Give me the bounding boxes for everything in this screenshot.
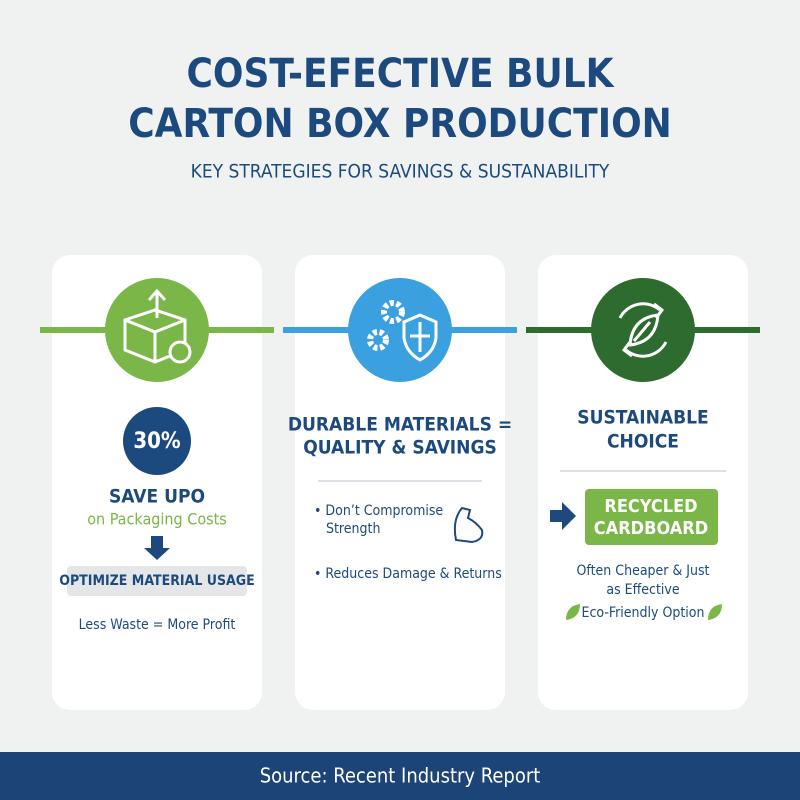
gear-shield-icon: [367, 300, 438, 362]
bullet: • Don’t Compromise: [314, 503, 443, 519]
title-line: COST-EFECTIVE BULK: [186, 51, 614, 97]
badge-text: 30%: [133, 429, 181, 454]
pill-text: OPTIMIZE MATERIAL USAGE: [59, 573, 254, 589]
subtitle: KEY STRATEGIES FOR SAVINGS & SUSTANABILI…: [191, 161, 610, 183]
card-bg: [538, 255, 748, 710]
card-heading: SAVE UPO: [109, 486, 205, 508]
leaf-icon: [708, 604, 722, 620]
bullet: Strength: [326, 521, 380, 537]
card: SUSTAINABLE CHOICE RECYCLED CARDBOARD Of…: [526, 255, 760, 710]
card-heading: DURABLE MATERIALS =: [288, 414, 512, 436]
card-subheading: on Packaging Costs: [87, 510, 227, 529]
footer-bar: [0, 752, 800, 800]
footer-source: Source: Recent Industry Report: [260, 764, 541, 788]
card-heading: SUSTAINABLE: [577, 407, 708, 429]
arm-icon: [453, 506, 484, 544]
tag: Eco-Friendly Option: [581, 605, 704, 621]
box-icon: [123, 288, 192, 364]
card-heading: QUALITY & SAVINGS: [303, 437, 497, 459]
arrow: [144, 536, 170, 560]
leaf-icon: [566, 604, 580, 620]
pill: [67, 566, 247, 596]
highlight-text: CARDBOARD: [594, 518, 708, 539]
card-bg: [52, 255, 262, 710]
card-heading: CHOICE: [607, 431, 679, 453]
card-note: as Effective: [606, 582, 679, 598]
card-note: Less Waste = More Profit: [79, 617, 236, 633]
highlight-box: [585, 489, 718, 545]
highlight-text: RECYCLED: [604, 496, 697, 517]
card-bg: [295, 255, 505, 710]
arrow: [550, 502, 576, 530]
bullet: • Reduces Damage & Returns: [314, 566, 502, 582]
card: 30% SAVE UPO on Packaging Costs OPTIMIZE…: [40, 255, 274, 710]
badge: [123, 407, 191, 475]
title-line: CARTON BOX PRODUCTION: [128, 101, 672, 147]
card: DURABLE MATERIALS = QUALITY & SAVINGS • …: [283, 255, 517, 710]
card-note: Often Cheaper & Just: [577, 563, 710, 579]
recycle-icon: [618, 302, 668, 358]
